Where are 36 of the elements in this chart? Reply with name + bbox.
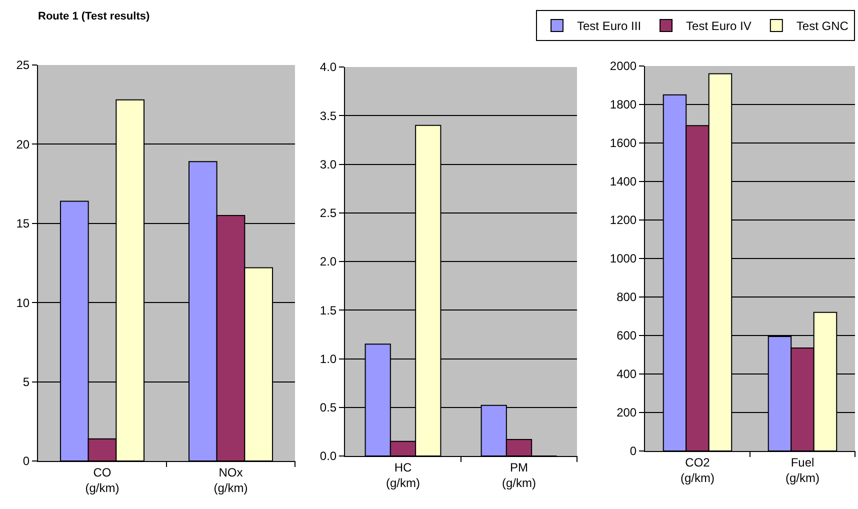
- y-tick-label: 0: [630, 444, 637, 458]
- y-tick-label: 1000: [610, 252, 637, 266]
- y-tick-label: 200: [616, 406, 637, 420]
- legend-label: Test Euro IV: [686, 19, 752, 34]
- y-tick-label: 600: [616, 328, 637, 343]
- y-tick-label: 1.5: [320, 303, 337, 318]
- y-tick-label: 1200: [610, 213, 637, 228]
- y-tick-label: 3.0: [320, 157, 337, 172]
- x-tick-label: CO2 (g/km): [680, 455, 714, 485]
- y-tick-label: 3.5: [320, 108, 337, 123]
- y-tick-label: 2.5: [320, 206, 337, 220]
- x-tick-label: HC (g/km): [386, 460, 420, 490]
- y-tick-label: 1.0: [320, 352, 337, 366]
- x-tick-label: CO (g/km): [85, 465, 120, 495]
- y-tick-label: 2000: [610, 59, 637, 74]
- y-tick-label: 2.0: [320, 254, 337, 269]
- legend-label: Test Euro III: [577, 19, 642, 34]
- y-tick-label: 5: [22, 375, 30, 389]
- chart-title: Route 1 (Test results): [38, 10, 150, 23]
- y-tick-label: 1800: [610, 98, 637, 112]
- y-tick-label: 1600: [610, 136, 637, 150]
- y-tick-label: 4.0: [320, 60, 337, 74]
- y-tick-label: 10: [16, 296, 30, 310]
- y-tick-label: 800: [616, 290, 637, 304]
- y-tick-label: 400: [616, 367, 637, 382]
- y-tick-label: 0: [22, 454, 30, 468]
- x-tick-label: Fuel (g/km): [786, 455, 820, 485]
- x-tick-label: PM (g/km): [502, 460, 536, 490]
- x-tick-label: NOx (g/km): [214, 465, 248, 495]
- legend-label: Test GNC: [796, 19, 849, 34]
- y-tick-label: 0.0: [320, 449, 337, 464]
- y-tick-label: 15: [16, 216, 30, 231]
- y-tick-label: 1400: [610, 174, 637, 189]
- y-tick-label: 25: [16, 58, 30, 72]
- y-tick-label: 0.5: [320, 400, 337, 415]
- y-tick-label: 20: [16, 137, 30, 152]
